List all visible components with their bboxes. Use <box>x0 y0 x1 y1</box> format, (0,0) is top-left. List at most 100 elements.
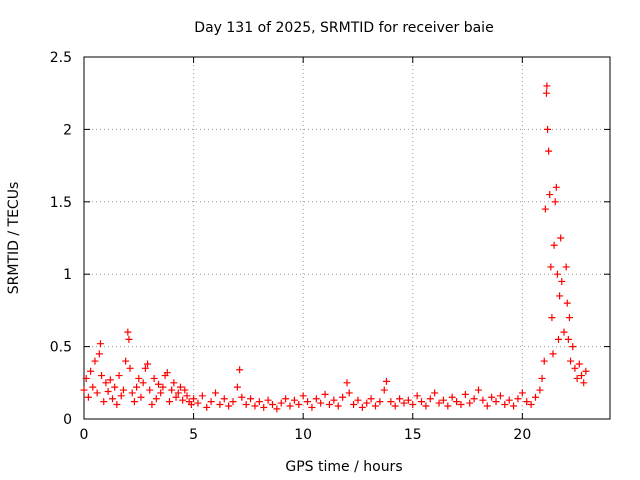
data-point <box>527 401 535 409</box>
data-point <box>229 398 237 406</box>
data-point <box>144 360 152 368</box>
data-point <box>549 350 557 358</box>
data-point <box>540 357 548 365</box>
data-point <box>444 402 452 410</box>
data-point <box>575 360 583 368</box>
data-point <box>172 393 180 401</box>
data-point <box>286 402 294 410</box>
data-point <box>290 396 298 404</box>
data-point <box>308 403 316 411</box>
data-point <box>400 399 408 407</box>
data-point <box>501 401 509 409</box>
y-tick-label: 0.5 <box>50 340 72 356</box>
data-point <box>475 386 482 394</box>
data-point <box>225 402 233 410</box>
data-point <box>553 270 561 278</box>
data-point <box>242 401 250 409</box>
data-point <box>573 374 581 382</box>
plot-frame <box>83 56 611 420</box>
data-point <box>536 386 544 394</box>
data-point <box>168 386 176 394</box>
data-point <box>479 396 487 404</box>
data-point <box>183 392 191 400</box>
data-point <box>567 357 575 365</box>
data-point <box>141 364 149 372</box>
data-point <box>299 392 307 400</box>
data-point <box>488 393 496 401</box>
data-point <box>174 389 182 397</box>
data-point <box>125 335 133 343</box>
data-point <box>396 395 404 403</box>
chart-title: Day 131 of 2025, SRMTID for receiver bai… <box>194 20 493 36</box>
data-point <box>130 398 138 406</box>
data-point <box>115 372 123 380</box>
data-point <box>128 389 136 397</box>
data-point <box>150 374 158 382</box>
data-point <box>264 396 272 404</box>
data-point <box>422 402 430 410</box>
data-point <box>304 398 312 406</box>
data-point <box>207 398 215 406</box>
data-point <box>126 364 134 372</box>
data-point <box>176 383 184 391</box>
data-point <box>165 398 173 406</box>
data-point <box>350 401 358 409</box>
data-point <box>563 299 571 307</box>
data-point <box>155 380 163 388</box>
data-point <box>111 383 119 391</box>
data-point <box>380 386 388 394</box>
data-point <box>538 374 546 382</box>
data-point <box>343 379 351 387</box>
data-point <box>496 392 504 400</box>
x-tick-label: 5 <box>189 427 198 443</box>
data-point <box>181 386 189 394</box>
grid-lines <box>84 57 610 419</box>
data-point <box>89 383 97 391</box>
data-point <box>413 392 421 400</box>
y-tick-label: 1 <box>63 267 72 283</box>
data-point <box>122 357 130 365</box>
data-point <box>95 350 103 358</box>
data-point <box>461 390 469 398</box>
data-point <box>556 292 564 300</box>
y-axis-label: SRMTID / TECUs <box>6 182 22 295</box>
y-tick-label: 0 <box>63 412 72 428</box>
data-point <box>139 379 147 387</box>
data-point <box>113 401 121 409</box>
data-point <box>157 389 165 397</box>
data-point <box>255 398 263 406</box>
data-point <box>492 398 500 406</box>
data-point <box>439 396 447 404</box>
data-point <box>542 89 550 97</box>
data-point <box>187 401 195 409</box>
data-point <box>376 398 384 406</box>
data-point <box>523 398 531 406</box>
data-point <box>102 379 110 387</box>
data-point <box>108 395 116 403</box>
data-point <box>448 393 456 401</box>
data-point <box>190 395 198 403</box>
data-point <box>159 383 167 391</box>
data-point <box>562 263 570 271</box>
data-point <box>268 401 276 409</box>
data-point <box>483 402 491 410</box>
data-point <box>163 369 171 377</box>
data-point <box>80 386 88 394</box>
data-point <box>104 387 112 395</box>
data-point <box>558 277 566 285</box>
data-point <box>531 393 539 401</box>
data-point <box>545 147 553 155</box>
data-point <box>409 401 417 409</box>
data-point <box>233 383 241 391</box>
data-point <box>273 405 281 413</box>
data-point <box>551 198 559 206</box>
data-point <box>548 314 556 322</box>
data-point <box>87 367 95 375</box>
data-point <box>117 392 125 400</box>
data-point <box>106 376 114 384</box>
y-tick-label: 2.5 <box>50 50 72 66</box>
data-point <box>194 399 202 407</box>
data-point <box>391 402 399 410</box>
data-point <box>345 389 353 397</box>
x-axis-label: GPS time / hours <box>285 459 402 475</box>
